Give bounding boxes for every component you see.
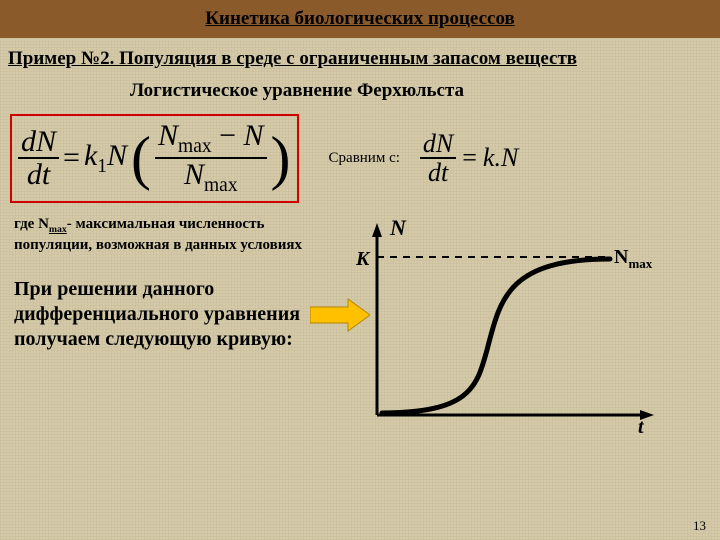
slide-title-band: Кинетика биологических процессов <box>0 0 720 38</box>
solution-text: При решении данного дифференциального ур… <box>14 277 314 352</box>
lhs-fraction: dN dt <box>18 126 59 191</box>
simple-equation: dN dt = k.N <box>420 130 518 187</box>
y-axis-label: N <box>389 215 407 240</box>
chart-wrap: N t K Nmax <box>332 215 706 445</box>
logistic-curve-chart: N t K Nmax <box>332 215 662 440</box>
rhs-fraction: Nmax − N Nmax <box>155 120 267 197</box>
compare-label: Сравним с: <box>329 150 400 167</box>
rhs-num: Nmax − N <box>155 120 267 159</box>
page-number: 13 <box>693 518 706 534</box>
x-axis-label: t <box>638 416 645 438</box>
lhs-num: dN <box>18 126 59 160</box>
simple-lhs: dN dt <box>420 130 456 187</box>
k-label: K <box>355 248 371 270</box>
k-var: k1N <box>84 139 127 178</box>
equation-title: Логистическое уравнение Ферхюльста <box>0 76 720 108</box>
nmax-label: Nmax <box>614 246 653 271</box>
rhs-den: Nmax <box>181 159 241 196</box>
left-column: где Nmax- максимальная численность попул… <box>14 215 314 445</box>
verhulst-equation-box: dN dt = k1N ( Nmax − N Nmax ) <box>10 114 299 203</box>
definition-text: где Nmax- максимальная численность попул… <box>14 215 314 255</box>
lhs-den: dt <box>24 159 53 191</box>
eq-sign: = <box>63 141 80 175</box>
formula-row: dN dt = k1N ( Nmax − N Nmax ) Сравним с:… <box>0 108 720 209</box>
slide-title: Кинетика биологических процессов <box>205 8 514 29</box>
arrow-icon <box>310 297 370 333</box>
open-paren: ( <box>131 134 151 182</box>
example-subtitle: Пример №2. Популяция в среде с ограничен… <box>0 38 720 76</box>
close-paren: ) <box>271 134 291 182</box>
lower-section: где Nmax- максимальная численность попул… <box>0 209 720 445</box>
